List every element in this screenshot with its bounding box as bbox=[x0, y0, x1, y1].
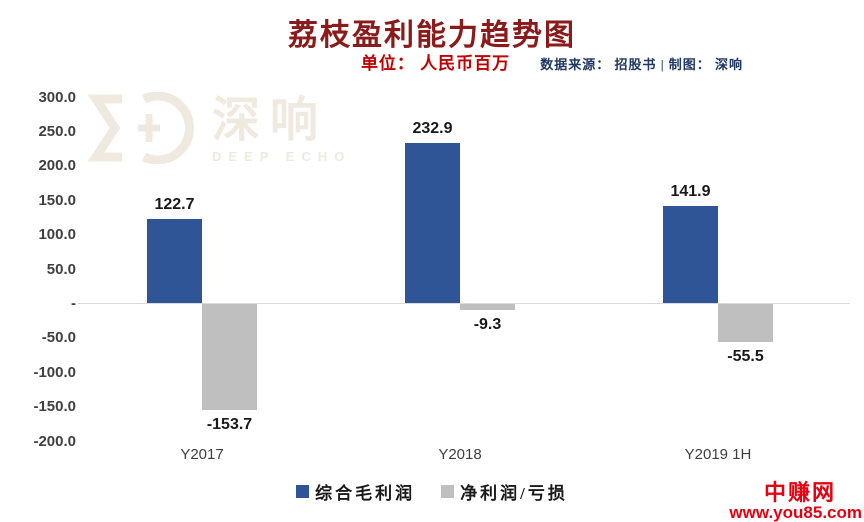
logo-subtitle: DEEP ECHO bbox=[212, 149, 352, 164]
y-tick-label: 150.0 bbox=[38, 191, 76, 209]
site-watermark-name: 中赚网 bbox=[763, 480, 836, 506]
y-tick-label: 50.0 bbox=[46, 260, 76, 278]
y-tick-label: 300.0 bbox=[38, 88, 76, 106]
legend-swatch-gross-profit bbox=[296, 485, 310, 498]
zero-axis-line bbox=[78, 303, 850, 304]
bar-net-profit-Y2017 bbox=[202, 304, 257, 410]
site-watermark-url: www.you85.com bbox=[729, 503, 862, 522]
legend-label-gross-profit: 综合毛利润 bbox=[315, 484, 416, 503]
legend-label-net-profit: 净利润/亏损 bbox=[460, 484, 568, 503]
bar-value-label: 141.9 bbox=[670, 182, 711, 200]
bar-value-label: -55.5 bbox=[727, 348, 764, 366]
x-axis-label-Y2018: Y2018 bbox=[438, 446, 482, 463]
deep-echo-logo-icon bbox=[87, 91, 198, 169]
deep-echo-watermark: 深响 DEEP ECHO bbox=[87, 91, 352, 169]
bar-value-label: -153.7 bbox=[206, 415, 253, 433]
bar-value-label: 232.9 bbox=[412, 119, 453, 137]
x-axis-label-Y2017: Y2017 bbox=[180, 446, 224, 463]
bar-gross-profit-Y2019 1H bbox=[663, 205, 718, 303]
legend-item-gross-profit: 综合毛利润 bbox=[296, 479, 415, 504]
y-tick-label: -50.0 bbox=[41, 329, 76, 347]
y-tick-label: - bbox=[71, 294, 76, 312]
unit-label: 单位： 人民币百万 bbox=[360, 54, 511, 73]
chart-subtitle-row: 单位： 人民币百万 数据来源： 招股书 | 制图： 深响 bbox=[120, 49, 864, 74]
y-tick-label: -150.0 bbox=[33, 398, 76, 416]
y-tick-label: 250.0 bbox=[38, 122, 76, 140]
legend: 综合毛利润 净利润/亏损 bbox=[0, 479, 864, 504]
source-label: 数据来源： 招股书 | 制图： 深响 bbox=[540, 57, 744, 72]
bar-value-label: 122.7 bbox=[154, 195, 195, 213]
bar-net-profit-Y2019 1H bbox=[718, 304, 773, 343]
legend-swatch-net-profit bbox=[441, 485, 455, 498]
y-tick-label: 200.0 bbox=[38, 157, 76, 175]
bar-gross-profit-Y2018 bbox=[405, 142, 460, 303]
bar-net-profit-Y2018 bbox=[460, 304, 515, 311]
bar-value-label: -9.3 bbox=[473, 316, 502, 334]
y-tick-label: 100.0 bbox=[38, 226, 76, 244]
site-watermark: 中赚网 www.you85.com bbox=[729, 481, 862, 522]
bar-gross-profit-Y2017 bbox=[147, 218, 202, 303]
y-tick-label: -200.0 bbox=[33, 432, 76, 450]
chart-title: 荔枝盈利能力趋势图 bbox=[288, 19, 576, 52]
legend-item-net-profit: 净利润/亏损 bbox=[441, 479, 568, 504]
logo-name: 深响 bbox=[212, 94, 329, 147]
x-axis-label-Y2019 1H: Y2019 1H bbox=[684, 446, 752, 463]
y-tick-label: -100.0 bbox=[33, 363, 76, 381]
